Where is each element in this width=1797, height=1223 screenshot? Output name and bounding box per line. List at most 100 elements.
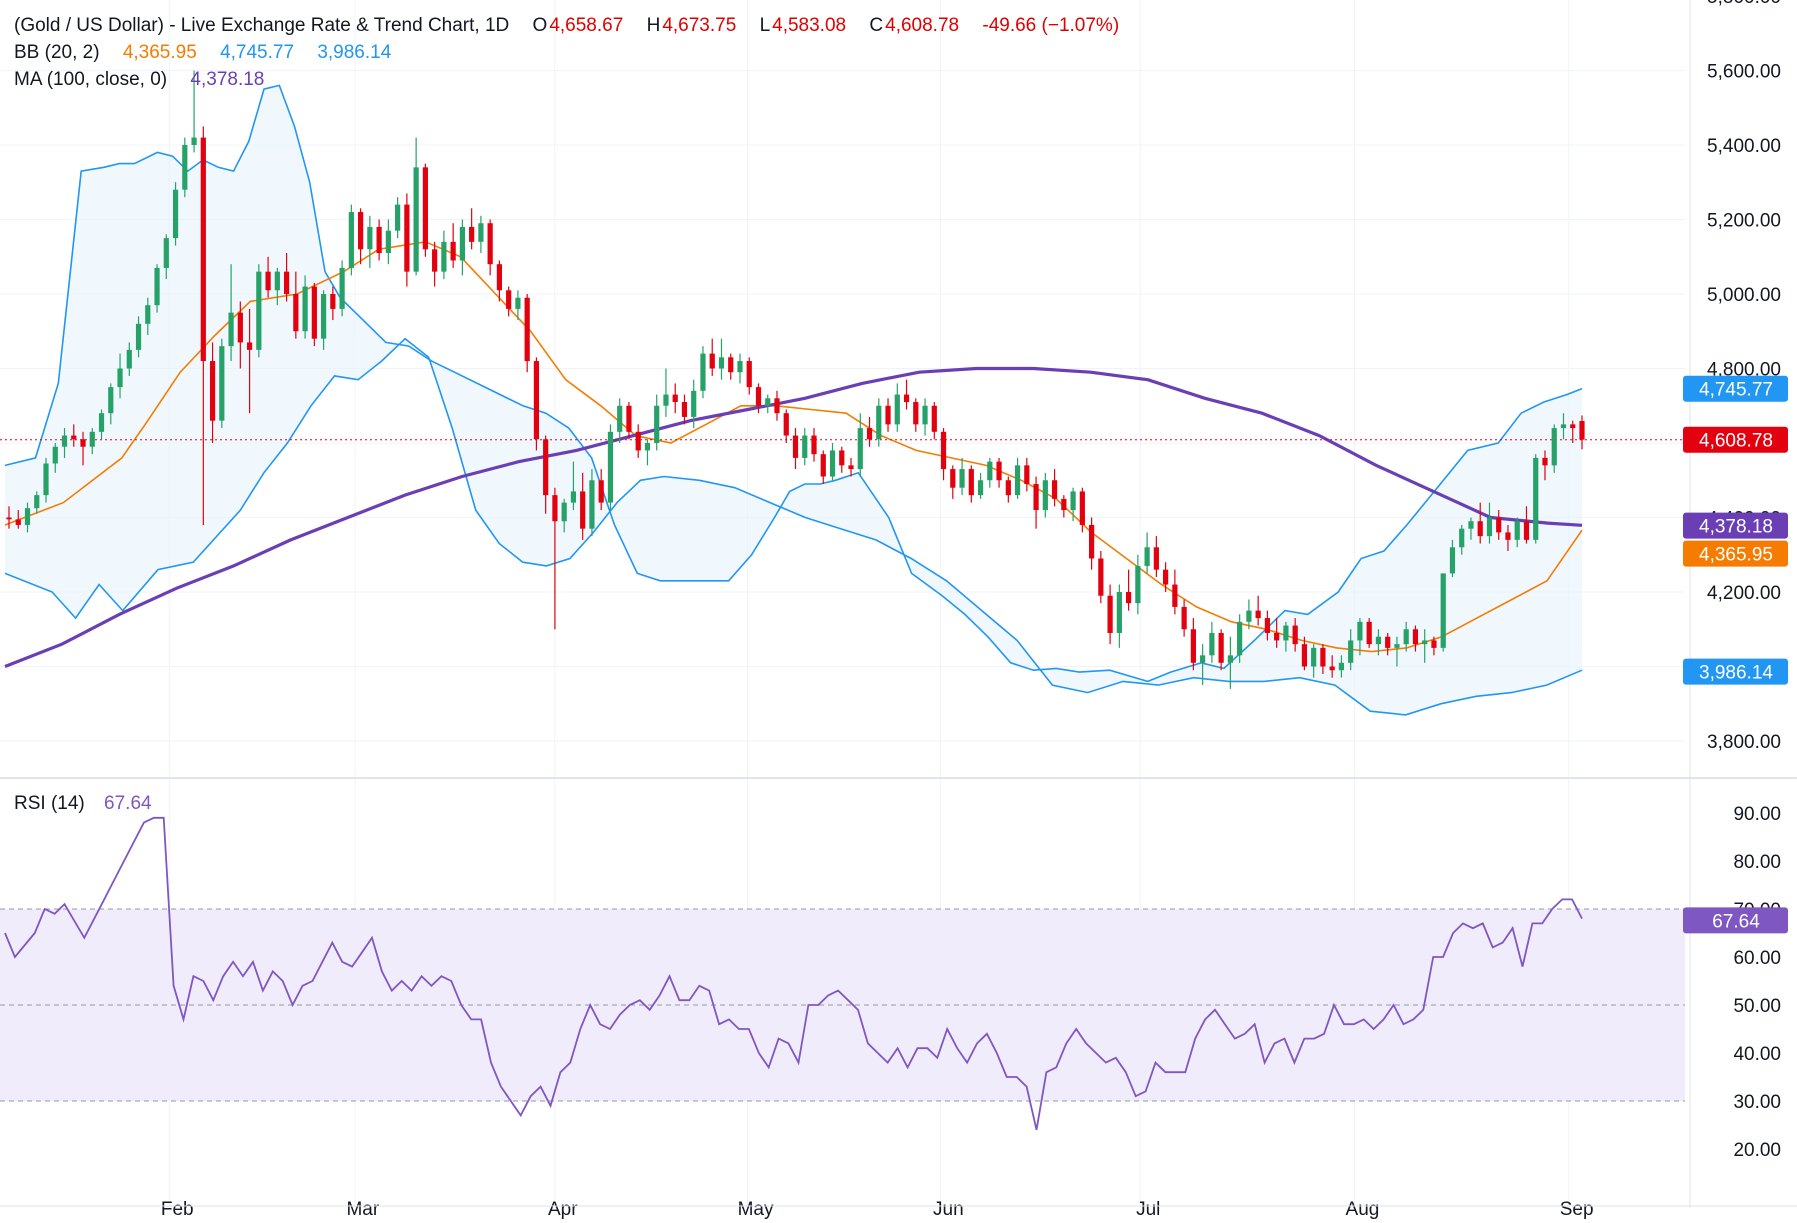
candle-body xyxy=(1440,573,1446,648)
candle-body xyxy=(922,405,928,425)
candle-body xyxy=(385,230,391,254)
candle xyxy=(737,353,743,384)
candle xyxy=(1190,618,1196,671)
candle xyxy=(580,472,586,540)
candle-body xyxy=(459,226,465,261)
candle xyxy=(1107,584,1113,645)
candle-body xyxy=(1394,644,1400,648)
low-value: 4,583.08 xyxy=(772,15,847,36)
rsi-badge-text: 67.64 xyxy=(1712,911,1760,932)
candle xyxy=(802,428,808,466)
candle xyxy=(820,450,826,484)
candle-body xyxy=(1403,629,1409,645)
candle xyxy=(1116,584,1122,648)
candle-body xyxy=(950,469,956,488)
candle xyxy=(570,461,577,511)
candle-body xyxy=(311,286,317,339)
candle xyxy=(996,457,1002,488)
price-tick-label: 5,800.00 xyxy=(1707,0,1781,8)
candle xyxy=(1486,502,1493,544)
candle xyxy=(598,469,604,511)
candle-body xyxy=(191,137,197,145)
candle xyxy=(857,413,863,477)
candle-body xyxy=(80,439,86,447)
candle xyxy=(691,379,697,429)
candle xyxy=(1431,636,1437,656)
candle xyxy=(515,290,521,321)
price-tick-label: 5,000.00 xyxy=(1707,285,1781,306)
candle-body xyxy=(274,271,280,291)
candle-body xyxy=(1033,483,1039,511)
candle xyxy=(1403,621,1409,652)
rsi-legend[interactable]: RSI (14) 67.64 xyxy=(14,793,152,815)
candle xyxy=(404,193,410,287)
candle-body xyxy=(1200,655,1206,663)
candle-body xyxy=(1542,457,1548,466)
candle-body xyxy=(792,435,799,458)
candle xyxy=(1144,532,1150,574)
candle xyxy=(644,439,651,466)
candle-body xyxy=(811,435,817,455)
candle xyxy=(672,383,678,414)
bollinger-upper-line xyxy=(4,84,1583,683)
candle-body xyxy=(441,241,447,272)
candle-body xyxy=(1459,528,1465,548)
candle-body xyxy=(1042,480,1048,511)
candle xyxy=(376,219,382,261)
candle-body xyxy=(1422,640,1428,645)
candle xyxy=(1292,618,1298,652)
candle-body xyxy=(515,297,521,309)
rsi-tick-label: 90.00 xyxy=(1733,804,1781,825)
candle xyxy=(1301,636,1308,671)
candle xyxy=(589,469,595,537)
price-badge-bg xyxy=(1683,375,1788,402)
candle-body xyxy=(543,439,549,496)
candle-body xyxy=(1135,565,1141,604)
candle-body xyxy=(774,398,780,414)
candle-body xyxy=(644,443,651,451)
candle xyxy=(228,264,234,362)
candle-body xyxy=(977,480,984,496)
time-tick-label: Apr xyxy=(548,1199,578,1220)
candle xyxy=(866,416,873,447)
candle-body xyxy=(1431,640,1437,648)
candle xyxy=(330,286,336,321)
candle xyxy=(1560,413,1567,440)
candle xyxy=(876,398,882,447)
candle-body xyxy=(1107,595,1113,633)
candle-body xyxy=(1116,592,1122,633)
ma-legend[interactable]: MA (100, close, 0) 4,378.18 xyxy=(14,69,266,91)
candle-body xyxy=(432,249,438,272)
candle-body xyxy=(450,241,456,261)
bollinger-legend[interactable]: BB (20, 2) 4,365.95 4,745.77 3,986.14 xyxy=(14,42,393,64)
candle xyxy=(1042,472,1048,518)
candle xyxy=(1098,551,1104,604)
candle xyxy=(1449,539,1456,578)
candle-body xyxy=(1533,457,1539,540)
candle xyxy=(274,267,280,306)
candle-body xyxy=(1024,465,1030,484)
candle-body xyxy=(478,223,484,242)
candle-body xyxy=(15,519,21,525)
candle xyxy=(1033,476,1039,529)
candle-body xyxy=(413,167,419,272)
candle-body xyxy=(894,394,900,425)
rsi-zone xyxy=(0,908,1685,1102)
candle xyxy=(1412,625,1419,652)
candle-body xyxy=(237,312,243,343)
price-badge-text: 4,365.95 xyxy=(1699,545,1773,566)
candle xyxy=(1440,573,1446,652)
candle-body xyxy=(783,413,789,436)
candle-body xyxy=(182,145,188,190)
candle xyxy=(422,163,428,257)
candle xyxy=(1126,569,1132,611)
candle-body xyxy=(228,312,234,347)
candle xyxy=(811,428,817,462)
candle xyxy=(1274,618,1280,648)
candle-body xyxy=(709,353,715,369)
candle xyxy=(339,260,345,317)
candle xyxy=(1163,562,1169,592)
candle-body xyxy=(283,271,290,294)
candle xyxy=(246,308,253,414)
